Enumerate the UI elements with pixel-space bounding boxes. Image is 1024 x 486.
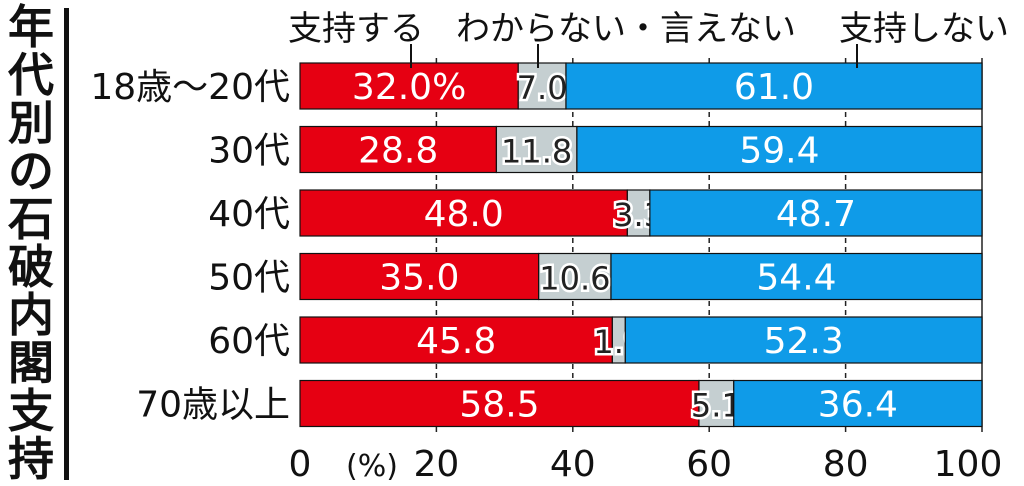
title-char: 破 xyxy=(8,240,54,294)
data-label: 61.0 xyxy=(734,67,814,108)
data-label: 7.0 xyxy=(517,69,568,107)
legend-label: 支持しない xyxy=(839,9,1009,49)
x-tick-label: 40 xyxy=(550,444,596,485)
legend: 支持する わからない・言えない 支持しない xyxy=(288,9,1009,68)
bar-segment xyxy=(299,189,628,237)
bar-segment xyxy=(299,316,613,364)
bar-segment xyxy=(299,252,540,301)
category-label: 18歳～20代 xyxy=(90,67,290,108)
x-tick-label: 80 xyxy=(823,444,869,485)
x-tick-label: 100 xyxy=(934,444,1003,485)
data-label: 58.5 xyxy=(459,385,539,426)
category-label: 70歳以上 xyxy=(136,385,290,426)
bar-segment xyxy=(538,252,612,301)
data-label: 59.4 xyxy=(739,131,819,172)
category-label: 50代 xyxy=(208,258,290,299)
legend-label: 支持する xyxy=(288,9,424,49)
data-label: 48.0 xyxy=(424,194,504,235)
title-char: 内 xyxy=(8,288,54,342)
bars: 32.0% 7.0 61.028.8 11.8 59.448.0 3.3 48.735.0 1… xyxy=(299,62,983,428)
chart-title: 年代別の石破内閣支持 xyxy=(4,4,58,482)
bar-segment xyxy=(299,379,700,428)
category-label: 60代 xyxy=(208,321,290,362)
bar-segment xyxy=(610,252,983,301)
data-label: 48.7 xyxy=(776,194,856,235)
bar-segment xyxy=(517,62,567,110)
title-char: 別 xyxy=(8,96,54,150)
bar-segment xyxy=(733,379,983,428)
data-label: 10.6 xyxy=(539,260,610,298)
category-label: 40代 xyxy=(208,194,290,235)
title-rule xyxy=(64,8,69,480)
data-label: 54.4 xyxy=(756,258,836,299)
title-char: 閣 xyxy=(8,336,54,390)
bar-segment xyxy=(649,189,983,237)
title-char: 代 xyxy=(8,48,54,102)
x-unit-label: (%) xyxy=(346,449,398,484)
x-tick-label: 0 xyxy=(289,444,312,485)
title-char: 持 xyxy=(8,432,54,486)
title-char: 石 xyxy=(8,192,54,246)
data-label: 11.8 xyxy=(501,133,572,171)
x-tick-label: 20 xyxy=(413,444,459,485)
x-axis: 0 20 40 60 80 100 (%) xyxy=(289,444,1003,485)
data-label: 52.3 xyxy=(764,321,844,362)
gridlines xyxy=(435,58,983,432)
x-tick-label: 60 xyxy=(686,444,732,485)
data-label: 28.8 xyxy=(358,131,438,172)
category-label: 30代 xyxy=(208,131,290,172)
bar-segment xyxy=(565,62,983,110)
data-label: 32.0% xyxy=(352,67,466,108)
category-labels: 18歳～20代 30代 40代 50代 60代 70歳以上 xyxy=(90,67,290,426)
title-char: 支 xyxy=(8,384,54,438)
bar-segment xyxy=(299,125,498,174)
data-label: 35.0 xyxy=(379,258,459,299)
legend-label: わからない・言えない xyxy=(456,9,796,49)
title-char: の xyxy=(8,144,54,198)
bar-segment xyxy=(624,316,983,364)
title-char: 年 xyxy=(8,0,54,54)
data-label: 36.4 xyxy=(818,385,898,426)
bar-segment xyxy=(576,125,983,174)
data-label: 45.8 xyxy=(416,321,496,362)
